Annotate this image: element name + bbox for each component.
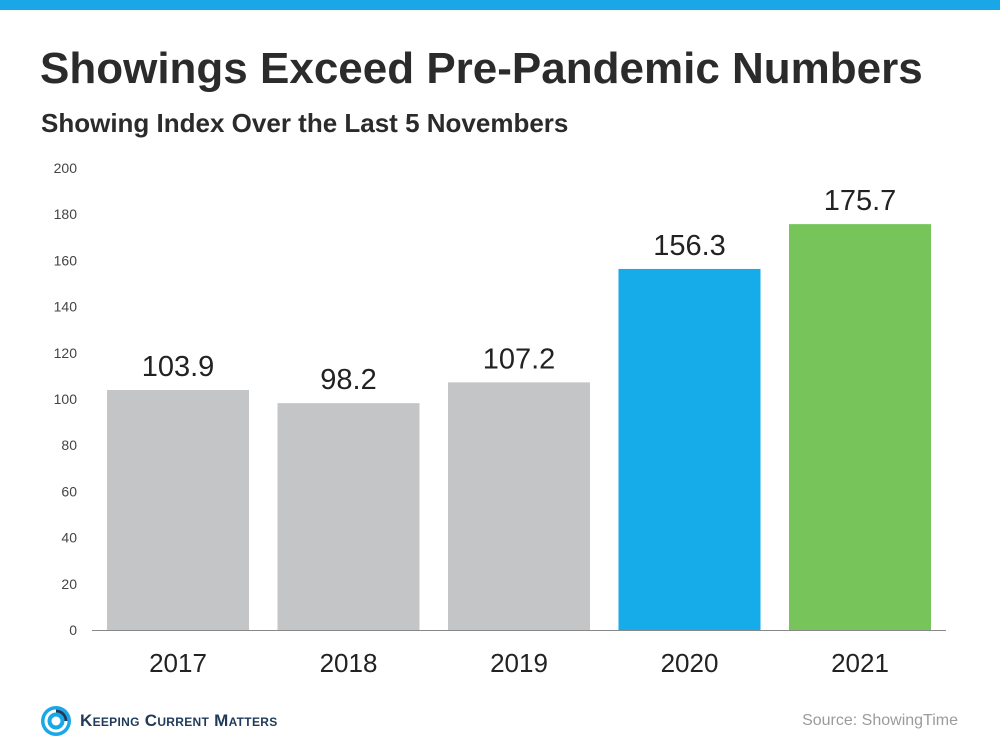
y-tick-label: 0 <box>69 622 77 638</box>
data-label: 103.9 <box>142 351 215 383</box>
bar-2017 <box>107 389 249 630</box>
x-tick-label: 2017 <box>149 648 207 678</box>
data-label: 175.7 <box>824 185 897 217</box>
bar-2019 <box>448 382 590 630</box>
x-tick-label: 2018 <box>320 648 378 678</box>
x-tick-label: 2019 <box>490 648 548 678</box>
y-tick-label: 100 <box>54 391 78 407</box>
y-tick-label: 180 <box>54 206 78 222</box>
bar-2021 <box>789 224 931 630</box>
bar-2018 <box>277 403 420 630</box>
top-accent-bar <box>0 0 1000 10</box>
bar-2020 <box>618 268 761 630</box>
chart-subtitle: Showing Index Over the Last 5 Novembers <box>41 108 569 138</box>
data-label: 98.2 <box>320 364 376 396</box>
kcm-swirl-icon <box>41 706 71 736</box>
y-tick-label: 20 <box>61 576 77 592</box>
y-tick-label: 120 <box>54 345 78 361</box>
y-tick-label: 200 <box>54 160 78 176</box>
logo-text: Keeping Current Matters <box>80 711 278 730</box>
y-tick-label: 160 <box>54 252 78 268</box>
x-tick-label: 2021 <box>831 648 889 678</box>
y-tick-label: 80 <box>61 437 77 453</box>
kcm-logo: Keeping Current Matters <box>40 705 278 737</box>
y-tick-label: 60 <box>61 483 77 499</box>
chart-title: Showings Exceed Pre-Pandemic Numbers <box>40 44 923 93</box>
y-tick-label: 140 <box>54 299 78 315</box>
data-label: 107.2 <box>483 343 556 375</box>
source-note: Source: ShowingTime <box>802 712 958 729</box>
data-label: 156.3 <box>653 230 726 262</box>
bar-chart: 0 20 40 60 80 100 120 140 160 180 200 103.9 2017 98.2… <box>54 160 946 678</box>
y-tick-label: 40 <box>61 530 77 546</box>
x-tick-label: 2020 <box>661 648 719 678</box>
